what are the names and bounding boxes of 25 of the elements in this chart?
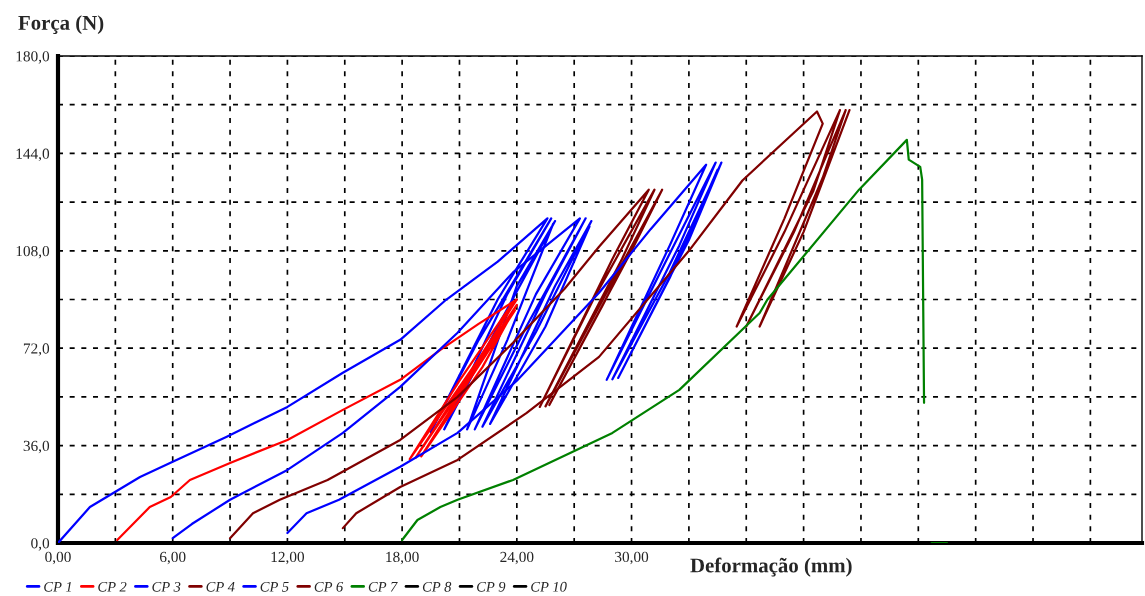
x-tick-label: 18,00 [386,551,419,565]
legend-label: CP 9 [477,581,506,592]
y-axis-title: Força (N) [18,15,104,35]
legend-label: CP 4 [206,581,235,592]
legend-label: CP 5 [260,581,289,592]
y-tick-label: 144,0 [16,148,50,162]
x-tick-label: 30,00 [615,551,649,565]
x-tick-label: 24,00 [500,551,534,565]
y-tick-label: 0,0 [31,538,50,551]
y-tick-label: 72,0 [23,343,50,356]
y-tick-label: 108,0 [16,245,50,259]
x-axis-title: Deformação (mm) [690,557,852,577]
legend-label: CP 8 [422,581,452,592]
legend-label: CP 2 [98,581,127,592]
legend-label: CP 1 [44,581,72,592]
x-tick-label: 6,00 [160,551,186,565]
legend-label: CP 7 [368,581,398,592]
legend-label: CP 3 [152,581,181,592]
legend-label: CP 6 [314,581,344,592]
x-tick-label: 0,00 [45,551,71,565]
y-tick-label: 180,0 [16,51,50,64]
x-tick-label: 12,00 [271,551,305,565]
legend-label: CP 10 [531,581,567,592]
line-series [116,298,518,542]
y-tick-label: 36,0 [23,440,50,454]
